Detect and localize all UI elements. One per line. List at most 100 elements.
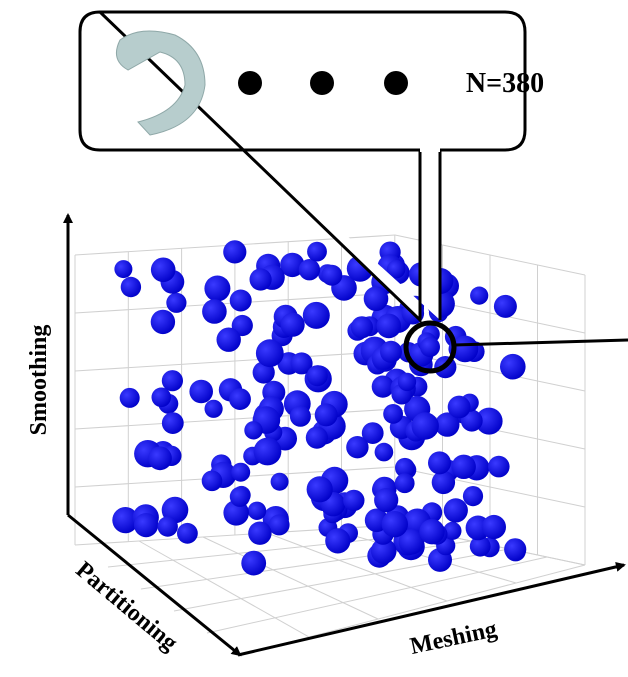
sphere [247,501,267,520]
sphere [493,294,517,318]
sphere [229,289,252,312]
sphere [447,395,471,419]
sphere [229,486,250,507]
sphere [241,550,267,576]
pointer-line [453,338,628,347]
sphere [363,286,389,312]
sphere [488,455,510,478]
highlight-ring [403,320,457,374]
sphere [371,375,394,398]
sphere [244,421,263,440]
ellipsis-dot [238,71,262,95]
sphere [202,299,227,324]
sphere [321,264,343,286]
grid-line [206,556,548,634]
sphere [112,506,139,534]
sphere [249,268,272,291]
shape-icon [115,30,206,136]
sphere [255,339,284,368]
grid-line [138,540,310,638]
sphere [150,309,176,335]
sphere [504,538,527,561]
sphere [151,387,172,408]
sphere [223,240,247,264]
ellipsis-dot [310,71,334,95]
sphere [346,436,369,459]
sphere [428,451,451,475]
sample-count: N=380 [466,68,544,99]
sphere [134,513,159,538]
grid-line [173,548,510,612]
sphere [387,260,406,279]
sphere [161,412,184,434]
sphere [462,486,484,507]
sphere [280,252,305,278]
grid-line [202,536,379,620]
sphere [451,454,476,479]
sphere [374,488,399,513]
sphere [120,276,142,298]
sphere [201,470,223,492]
sphere [451,335,479,363]
sphere [383,404,403,424]
sphere [314,403,338,427]
sphere [443,498,468,523]
sphere [290,352,313,375]
sphere [343,489,365,512]
horizontal-axis [237,561,626,657]
sphere [374,442,394,462]
sphere [325,528,351,554]
sphere [204,399,223,418]
sphere [307,241,327,262]
sphere [435,412,460,437]
sphere [119,387,140,408]
sphere [150,257,176,283]
sphere [394,473,415,494]
sphere [370,538,397,564]
sphere [411,412,439,440]
sphere [204,275,231,302]
sphere [398,529,425,555]
sphere [376,313,402,339]
axis-label: Partitioning [71,557,183,657]
sphere [253,437,282,466]
sphere [431,470,456,495]
highlighted-sphere [420,337,440,357]
sphere [380,340,402,363]
sphere [157,516,178,537]
sphere [381,511,408,538]
sphere [114,260,133,279]
sphere [500,353,526,380]
axis-label: Meshing [408,616,499,660]
sphere [189,379,213,404]
sphere [475,407,503,435]
sphere [306,365,328,387]
sphere [231,462,251,482]
sphere [469,535,491,557]
sphere [419,519,445,545]
sphere [395,457,415,478]
sphere [229,388,251,410]
sphere [216,327,241,352]
sphere [289,405,311,427]
depth-axis [67,513,242,657]
sphere [443,521,462,541]
sphere [350,316,373,339]
sphere [268,514,290,536]
sphere [302,301,330,329]
sphere [298,259,321,281]
sphere [306,476,333,503]
sphere [470,286,489,305]
sphere [481,514,506,540]
sphere [248,521,272,545]
sphere [177,522,198,544]
ellipsis-dot [384,71,408,95]
sphere [270,472,289,491]
grid-line [330,528,517,584]
sphere [397,372,417,392]
grid-line [266,532,448,602]
spheres [112,240,527,576]
sphere [361,422,384,444]
sphere [280,312,305,337]
